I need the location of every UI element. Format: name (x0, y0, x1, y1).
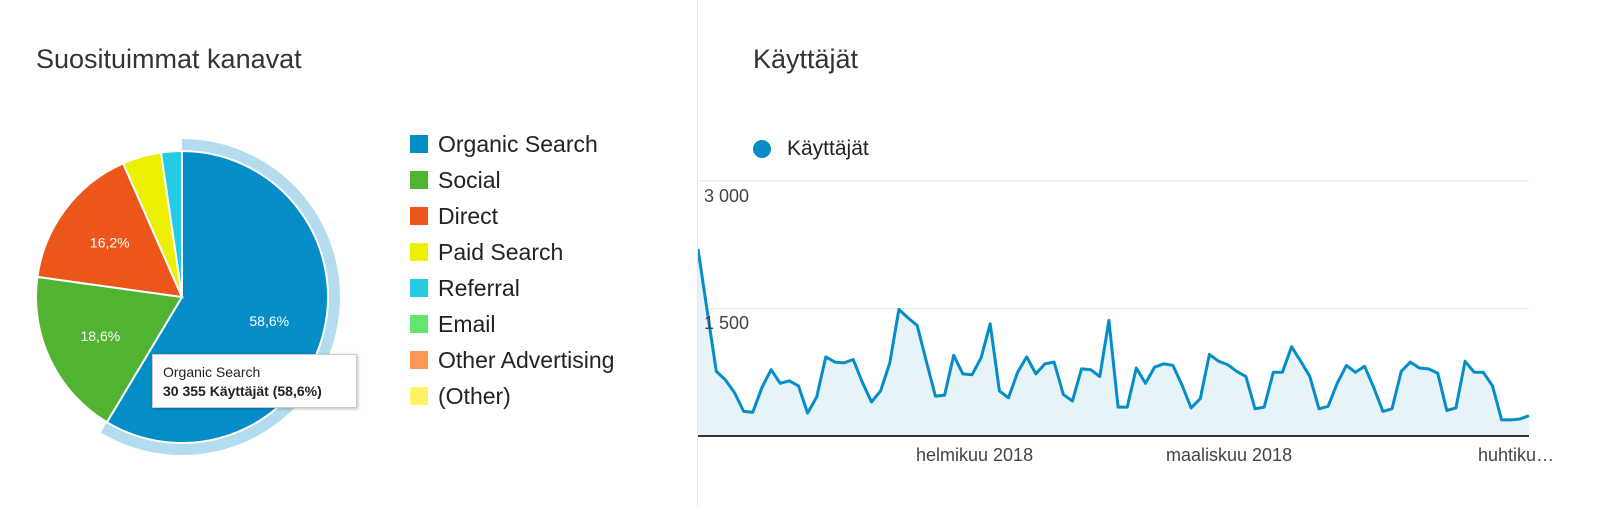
pie-slice-label: 16,2% (90, 234, 130, 250)
legend-swatch-icon (410, 135, 428, 153)
y-tick-label: 3 000 (704, 186, 750, 206)
tooltip-label: Organic Search (163, 364, 261, 380)
legend-item[interactable]: Organic Search (410, 126, 614, 162)
users-line-chart[interactable] (698, 0, 1607, 508)
pie-slice-direct[interactable] (36, 162, 184, 299)
pie-slice-social[interactable] (35, 275, 184, 424)
legend-swatch-icon (410, 279, 428, 297)
pie-tooltip: Organic Search 30 355 Käyttäjät (58,6%) (152, 354, 357, 408)
users-title: Käyttäjät (753, 44, 859, 74)
legend-item[interactable]: (Other) (410, 378, 614, 414)
x-tick-label: helmikuu 2018 (916, 445, 1034, 465)
series-legend[interactable]: Käyttäjät (753, 137, 869, 161)
pie-slice-label: 58,6% (249, 313, 289, 329)
legend-item[interactable]: Email (410, 306, 614, 342)
pie-slice-referral[interactable] (159, 149, 183, 298)
x-tick-label: maaliskuu 2018 (1166, 445, 1293, 465)
legend-swatch-icon (410, 171, 428, 189)
pie-slice-label: 18,6% (80, 328, 120, 344)
series-legend-label: Käyttäjät (787, 137, 869, 160)
users-area-fill (698, 249, 1529, 436)
legend-label: Social (438, 166, 501, 193)
legend-label: (Other) (438, 382, 511, 409)
legend-item[interactable]: Direct (410, 198, 614, 234)
users-panel: Käyttäjät Käyttäjät 3 000 1 500 helmikuu… (698, 0, 1607, 508)
x-tick-label: huhtiku… (1478, 445, 1555, 465)
users-series-line[interactable] (698, 248, 1530, 422)
legend-label: Other Advertising (438, 346, 615, 373)
legend-swatch-icon (410, 351, 428, 369)
legend-item[interactable]: Referral (410, 270, 614, 306)
legend-swatch-icon (410, 207, 428, 225)
legend-label: Email (438, 310, 496, 337)
series-dot-icon (753, 140, 771, 158)
legend-swatch-icon (410, 243, 428, 261)
pie-legend: Organic Search Social Direct Paid Search Ref… (410, 126, 614, 414)
legend-swatch-icon (410, 315, 428, 333)
legend-item[interactable]: Other Advertising (410, 342, 614, 378)
legend-label: Paid Search (438, 238, 564, 265)
legend-item[interactable]: Social (410, 162, 614, 198)
legend-label: Direct (438, 202, 499, 229)
y-tick-label: 1 500 (704, 313, 750, 333)
legend-swatch-icon (410, 387, 428, 405)
tooltip-value: 30 355 Käyttäjät (58,6%) (163, 383, 322, 399)
legend-label: Referral (438, 274, 520, 301)
top-channels-title: Suosituimmat kanavat (36, 44, 302, 74)
top-channels-panel: Suosituimmat kanavat 58,6% 18,6% 16,2% Org… (0, 0, 697, 508)
legend-item[interactable]: Paid Search (410, 234, 614, 270)
legend-label: Organic Search (438, 130, 598, 157)
